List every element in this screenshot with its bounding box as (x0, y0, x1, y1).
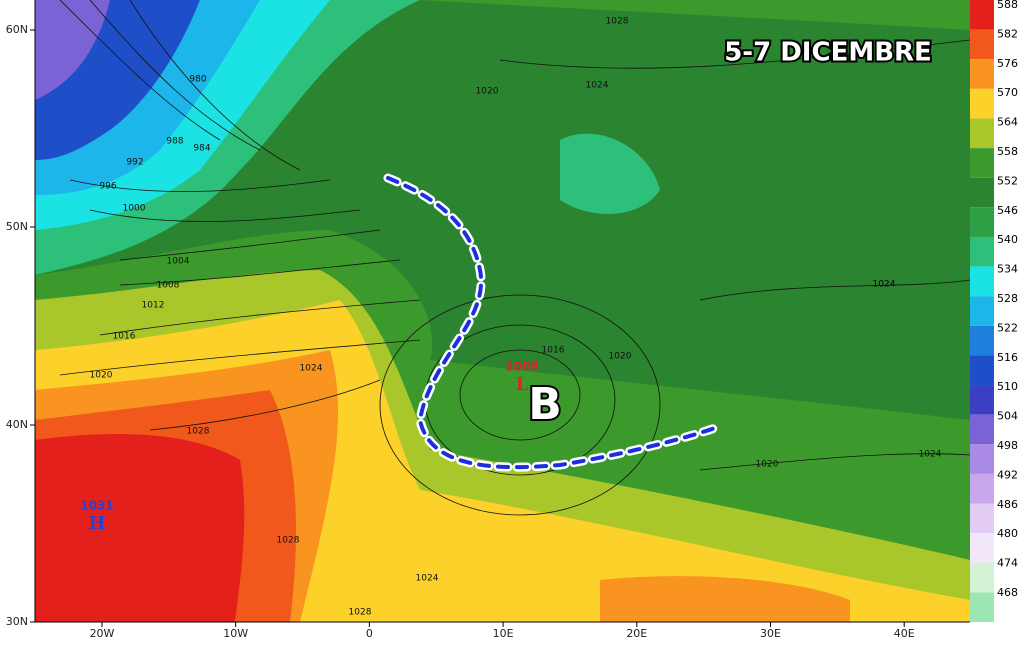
colorbar-swatch (970, 177, 994, 208)
colorbar-label: 570 (997, 86, 1018, 99)
colorbar-label: 552 (997, 174, 1018, 187)
colorbar-swatch (970, 562, 994, 593)
isobar-label: 1012 (142, 301, 165, 311)
isobar-label: 1016 (542, 346, 565, 356)
low-marker: B (528, 379, 562, 430)
isobar-label: 1028 (606, 17, 629, 27)
isobar-label: 1020 (90, 371, 113, 381)
colorbar-label: 504 (997, 410, 1018, 423)
colorbar-swatch (970, 385, 994, 415)
colorbar-swatch (970, 266, 994, 297)
isobar-label: 1024 (586, 81, 609, 91)
lon-label: 40E (894, 627, 915, 640)
field-558 (35, 0, 970, 30)
isobar-label: 980 (189, 75, 206, 85)
lat-label: 40N (6, 418, 28, 431)
isobar-label: 1024 (873, 280, 896, 290)
lat-label: 60N (6, 23, 28, 36)
lon-label: 30E (760, 627, 781, 640)
field-576-africa (600, 576, 850, 622)
center-value: 1009 (505, 360, 538, 374)
isobar-label: 1008 (157, 281, 180, 291)
map-field (35, 0, 970, 622)
colorbar-label: 540 (997, 233, 1018, 246)
lon-label: 10E (493, 627, 514, 640)
colorbar-label: 558 (997, 145, 1018, 158)
isobar-label: 1000 (123, 204, 146, 214)
colorbar-label: 486 (997, 498, 1018, 511)
low-outline-inner (386, 176, 717, 470)
colorbar-swatch (970, 29, 994, 60)
isobar-label: 996 (99, 182, 116, 192)
lon-label: 0 (366, 627, 373, 640)
colorbar-swatch (970, 473, 994, 504)
colorbar-label: 480 (997, 527, 1018, 540)
colorbar-swatch (970, 88, 994, 119)
field-504 (35, 0, 110, 100)
labels: 60N 50N 40N 30N 20W 10W 0 10E 20E 30E 40E 588 582 576… (6, 0, 1018, 640)
lon-label: 20E (626, 627, 647, 640)
isobar-label: 1024 (300, 364, 323, 374)
isobar-label: 1028 (349, 608, 372, 618)
isobar-label: 984 (193, 144, 210, 154)
map-title: 5-7 DICEMBRE (724, 38, 932, 68)
isobar-label: 1024 (873, 280, 896, 290)
colorbar-label: 528 (997, 292, 1018, 305)
colorbar-label: 564 (997, 116, 1018, 129)
isobar-label: 1020 (756, 460, 779, 470)
colorbar-label: 576 (997, 57, 1018, 70)
center-symbol: L (516, 374, 529, 395)
center-symbol: H (88, 513, 105, 534)
colorbar-swatch (970, 296, 994, 326)
colorbar-label: 516 (997, 351, 1018, 364)
colorbar-label: 510 (997, 380, 1018, 393)
lat-label: 50N (6, 220, 28, 233)
isobar-label: 992 (126, 158, 143, 168)
isobar-label: 988 (166, 137, 183, 147)
isobars (59, 0, 971, 516)
colorbar-swatch (970, 148, 994, 178)
center-value: 1031 (80, 499, 113, 513)
colorbar-swatch (970, 414, 994, 445)
colorbar-swatch (970, 503, 994, 534)
colorbar-swatch (970, 59, 994, 89)
isobar-label: 1024 (919, 450, 942, 460)
colorbar-label: 522 (997, 321, 1018, 334)
lon-label: 20W (90, 627, 115, 640)
colorbar-label: 498 (997, 439, 1018, 452)
colorbar-swatch (970, 444, 994, 474)
colorbar-swatch (970, 0, 994, 30)
isobar-label: 1020 (609, 352, 632, 362)
colorbar-swatch (970, 533, 994, 563)
colorbar-label: 534 (997, 263, 1018, 276)
isobar-label: 1020 (476, 87, 499, 97)
colorbar-swatch (970, 207, 994, 237)
colorbar-label: 468 (997, 586, 1018, 599)
field-588 (35, 434, 245, 622)
lon-label: 10W (223, 627, 248, 640)
colorbar-label: 582 (997, 27, 1018, 40)
colorbar-label: 474 (997, 557, 1018, 570)
colorbar-swatch (970, 592, 994, 622)
colorbar-label: 492 (997, 468, 1018, 481)
lat-label: 30N (6, 615, 28, 628)
field-540-center (560, 133, 660, 214)
isobar-label: 1004 (167, 257, 190, 267)
isobar-label: 1024 (416, 574, 439, 584)
isobar-label: 1016 (113, 332, 136, 342)
colorbar-swatch (970, 325, 994, 356)
colorbar-swatch (970, 118, 994, 149)
isobar-label: 1028 (277, 536, 300, 546)
colorbar-swatch (970, 355, 994, 386)
colorbar-label: 546 (997, 204, 1018, 217)
isobar-label: 1028 (187, 427, 210, 437)
colorbar-label: 588 (997, 0, 1018, 11)
colorbar-swatch (970, 236, 994, 267)
